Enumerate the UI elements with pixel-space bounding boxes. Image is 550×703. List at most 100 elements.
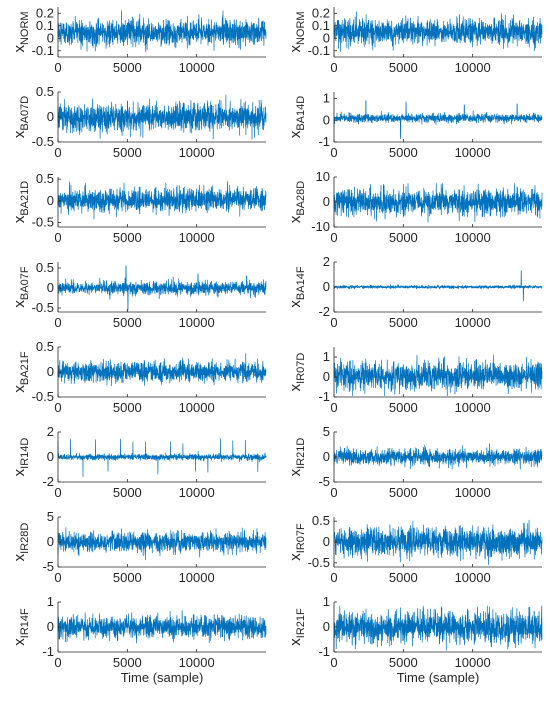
x-axis-label: Time (sample) — [397, 670, 480, 685]
x-tick-label: 10000 — [179, 60, 215, 75]
x-tick-label: 0 — [54, 400, 61, 415]
y-axis-label: xBA14F — [287, 266, 307, 307]
y-axis-label-main: x — [287, 553, 304, 561]
y-axis-label-sub: IR14D — [19, 438, 31, 469]
x-tick-label: 5000 — [389, 655, 418, 670]
y-axis-label: xIR21F — [287, 608, 307, 646]
signal-trace — [57, 353, 267, 387]
y-tick-label: 0.2 — [36, 5, 54, 20]
y-tick-label: 0 — [47, 30, 54, 45]
y-tick-label: 0 — [47, 193, 54, 208]
x-tick-label: 10000 — [455, 400, 491, 415]
y-axis-label-sub: IR07F — [295, 523, 307, 553]
y-tick-label: 2 — [323, 254, 330, 269]
x-tick-label: 0 — [330, 60, 337, 75]
y-tick-label: 0 — [47, 280, 54, 295]
y-tick-label: 0.1 — [312, 18, 330, 33]
y-axis-label: xIR07D — [287, 353, 307, 392]
y-axis-label-main: x — [11, 300, 28, 308]
y-axis-label-main: x — [287, 383, 304, 391]
x-tick-label: 10000 — [455, 230, 491, 245]
x-tick-label: 5000 — [389, 315, 418, 330]
signal-trace — [333, 354, 543, 397]
y-axis-label-sub: BA07D — [19, 96, 31, 131]
y-axis-label-main: x — [11, 385, 28, 393]
y-axis-label-main: x — [11, 553, 28, 561]
x-tick-label: 5000 — [113, 230, 142, 245]
x-tick-label: 10000 — [179, 655, 215, 670]
signal-trace — [333, 605, 543, 651]
y-tick-label: 0.2 — [312, 5, 330, 20]
y-tick-label: -1 — [42, 644, 54, 659]
x-tick-label: 10000 — [179, 400, 215, 415]
x-tick-label: 5000 — [113, 60, 142, 75]
y-axis-label-main: x — [287, 300, 304, 308]
y-tick-label: -0.5 — [32, 300, 54, 315]
x-tick-label: 0 — [330, 145, 337, 160]
y-axis-label-main: x — [11, 215, 28, 223]
signal-trace — [333, 519, 543, 565]
signal-trace — [57, 10, 267, 52]
x-tick-label: 10000 — [179, 485, 215, 500]
x-tick-label: 0 — [330, 485, 337, 500]
x-tick-label: 10000 — [455, 315, 491, 330]
signal-trace — [57, 265, 267, 311]
y-tick-label: 2 — [47, 424, 54, 439]
x-tick-label: 10000 — [179, 145, 215, 160]
y-tick-label: 0 — [323, 449, 330, 464]
y-axis-label-sub: BA07F — [19, 266, 31, 300]
y-axis-label-main: x — [287, 468, 304, 476]
y-tick-label: 0 — [323, 30, 330, 45]
y-axis-label: xIR07F — [287, 523, 307, 561]
y-tick-label: 1 — [323, 349, 330, 364]
y-tick-label: 10 — [316, 169, 330, 184]
y-tick-label: 0 — [323, 369, 330, 384]
y-tick-label: 0 — [47, 364, 54, 379]
y-tick-label: -0.5 — [308, 555, 330, 570]
y-tick-label: -5 — [318, 474, 330, 489]
y-tick-label: -0.5 — [32, 215, 54, 230]
y-axis-label-sub: NORM — [19, 11, 31, 45]
signal-trace — [57, 438, 267, 478]
x-tick-label: 5000 — [113, 145, 142, 160]
y-tick-label: 1 — [323, 91, 330, 106]
y-axis-label: xBA21D — [11, 181, 31, 223]
y-axis-label: xIR28D — [11, 523, 31, 562]
y-axis-label: xIR21D — [287, 438, 307, 477]
x-tick-label: 5000 — [389, 570, 418, 585]
y-axis-label-main: x — [287, 638, 304, 646]
x-tick-label: 0 — [54, 570, 61, 585]
y-tick-label: 0 — [47, 449, 54, 464]
x-axis-label: Time (sample) — [121, 670, 204, 685]
signal-trace — [57, 610, 267, 644]
signal-trace — [333, 100, 543, 140]
y-axis-label: xBA28D — [287, 181, 307, 223]
x-tick-label: 10000 — [455, 570, 491, 585]
signal-trace — [333, 270, 543, 302]
y-tick-label: 0 — [47, 109, 54, 124]
x-tick-label: 5000 — [113, 315, 142, 330]
y-axis-label-sub: IR07D — [295, 353, 307, 384]
signal-trace — [333, 183, 543, 223]
y-tick-label: -5 — [42, 559, 54, 574]
x-tick-label: 10000 — [455, 655, 491, 670]
y-axis-label-sub: BA14D — [295, 96, 307, 131]
x-tick-label: 0 — [54, 315, 61, 330]
y-tick-label: 0.1 — [36, 18, 54, 33]
y-tick-label: -2 — [42, 474, 54, 489]
y-tick-label: 0 — [47, 619, 54, 634]
y-tick-label: -10 — [311, 219, 330, 234]
y-axis-label: xBA21F — [11, 351, 31, 392]
x-tick-label: 5000 — [389, 400, 418, 415]
y-axis-label-sub: IR21F — [295, 608, 307, 638]
